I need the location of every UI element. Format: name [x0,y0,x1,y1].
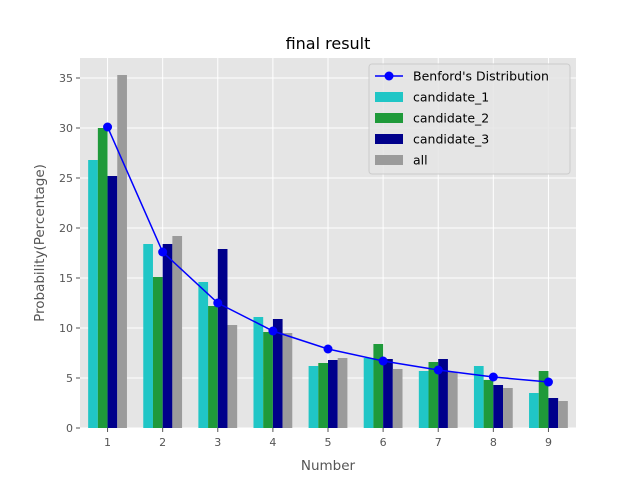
benford-point [158,247,168,257]
benford-line-layer [103,122,553,387]
bars [88,75,568,428]
bar-candidate-3 [548,398,559,428]
bar-candidate-2 [152,277,163,428]
benford-point [543,377,553,387]
x-tick-label: 7 [435,436,442,449]
legend-swatch [375,155,403,165]
bar-candidate-1 [529,393,539,428]
x-tick-label: 5 [325,436,332,449]
legend-label: Benford's Distribution [413,69,549,84]
x-tick-label: 2 [159,436,166,449]
legend-label: candidate_3 [413,132,489,147]
bar-all [337,358,348,428]
y-tick-label: 35 [59,72,73,85]
bar-all [117,75,127,428]
bar-all [392,369,403,428]
bar-candidate-2 [208,306,218,428]
chart-title: final result [286,34,371,53]
y-tick-label: 10 [59,322,73,335]
legend-swatch [375,113,403,123]
bar-candidate-2 [318,363,328,428]
bar-candidate-2 [97,128,108,428]
bar-candidate-3 [383,359,393,428]
y-tick-label: 20 [59,222,73,235]
x-tick-label: 9 [545,436,552,449]
bar-candidate-2 [483,380,494,428]
x-tick-label: 8 [490,436,497,449]
y-axis-ticks: 0 5 10 15 20 25 30 35 [59,72,80,435]
bar-all [558,401,568,428]
benford-point [213,298,223,308]
y-tick-label: 30 [59,122,73,135]
x-tick-label: 3 [214,436,221,449]
bar-candidate-3 [162,244,173,428]
bar-candidate-3 [107,176,118,428]
legend-swatch [375,92,403,102]
benford-point [378,356,388,366]
bar-candidate-3 [438,359,448,428]
y-tick-label: 15 [59,272,73,285]
bar-candidate-3 [272,319,283,428]
bar-all [447,372,458,428]
bar-candidate-1 [473,366,484,428]
bar-candidate-2 [538,371,549,428]
bar-candidate-1 [143,244,153,428]
benford-point [103,122,113,132]
x-axis-title: Number [301,458,356,474]
bar-candidate-3 [217,249,228,428]
bar-all [227,325,238,428]
bar-candidate-3 [493,385,504,428]
bar-candidate-1 [198,282,209,428]
bar-all [503,388,513,428]
bar-candidate-2 [263,332,273,428]
legend-swatch [375,134,403,144]
x-tick-label: 1 [104,436,111,449]
benford-point [268,326,278,336]
y-tick-label: 25 [59,172,73,185]
bar-candidate-1 [418,371,429,428]
legend-marker [384,71,394,81]
bar-all [172,236,183,428]
y-tick-label: 0 [66,422,73,435]
bar-candidate-2 [428,362,439,428]
y-axis-title: Probability(Percentage) [32,164,48,322]
x-axis-ticks: 1 2 3 4 5 6 7 8 9 [104,428,552,449]
bar-all [282,333,293,428]
benford-point [433,365,443,375]
legend-label: all [413,153,428,168]
x-tick-label: 6 [380,436,387,449]
bar-candidate-1 [88,160,98,428]
bar-candidate-2 [373,344,384,428]
benford-point [323,344,333,354]
bar-candidate-1 [308,366,319,428]
y-tick-label: 5 [66,372,73,385]
benford-point [488,372,498,382]
bar-candidate-3 [328,360,338,428]
legend-label: candidate_1 [413,90,489,105]
legend-box [368,63,571,175]
legend-label: candidate_2 [413,111,489,126]
x-tick-label: 4 [269,436,276,449]
bar-candidate-1 [253,317,264,428]
bar-candidate-1 [363,358,374,428]
legend: Benford's Distribution candidate_1candida… [368,63,571,175]
